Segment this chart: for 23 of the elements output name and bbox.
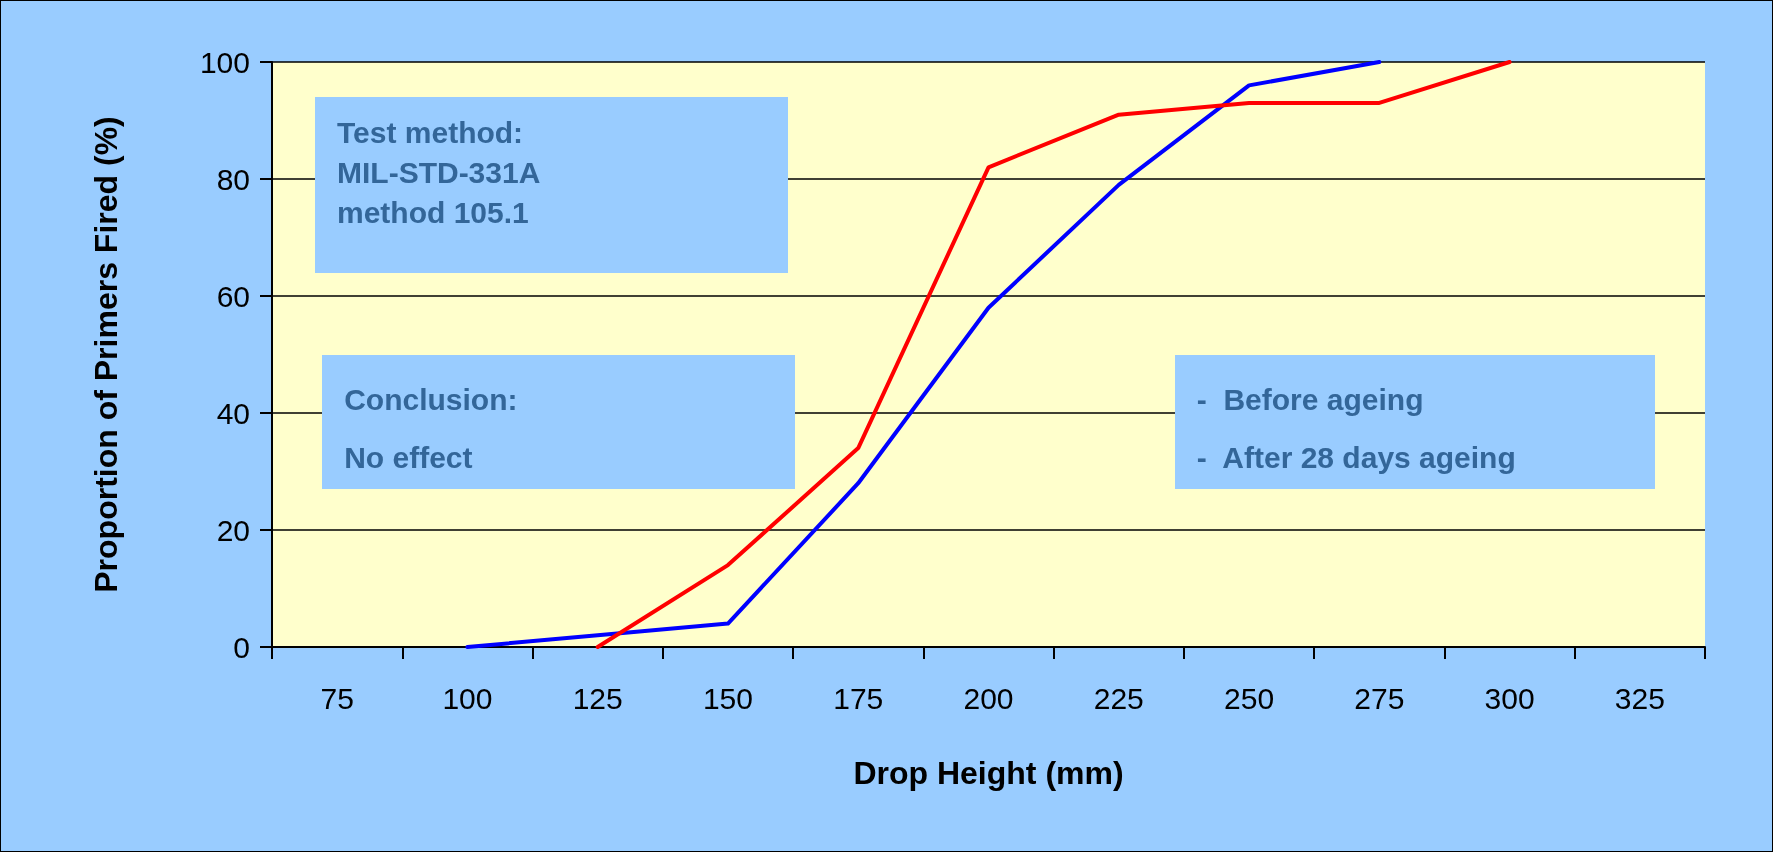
- x-tick-label: 125: [572, 681, 623, 715]
- y-axis-title: Proportion of Primers Fired (%): [88, 116, 124, 593]
- x-tick-label: 325: [1614, 681, 1665, 715]
- y-tick-label: 40: [216, 396, 250, 430]
- y-tick-label: 0: [233, 630, 250, 664]
- x-tick-label: 150: [702, 681, 753, 715]
- x-tick-label: 275: [1354, 681, 1405, 715]
- x-tick-label: 175: [833, 681, 884, 715]
- line-series: [595, 60, 1512, 649]
- y-tick-label: 80: [216, 162, 250, 196]
- x-tick-label: 200: [963, 681, 1014, 715]
- x-tick-label: 250: [1224, 681, 1275, 715]
- x-tick-label: 300: [1484, 681, 1535, 715]
- x-tick-label: 75: [320, 681, 354, 715]
- note-box: - Before ageing - After 28 days ageing: [1174, 354, 1655, 490]
- x-tick-label: 100: [442, 681, 493, 715]
- y-tick-label: 20: [216, 513, 250, 547]
- y-tick-label: 100: [199, 45, 250, 79]
- y-tick-label: 60: [216, 279, 250, 313]
- note-box: Conclusion: No effect: [322, 354, 795, 490]
- x-axis-title: Drop Height (mm): [853, 755, 1124, 791]
- x-tick-label: 225: [1093, 681, 1144, 715]
- note-box: Test method: MIL-STD-331A method 105.1: [315, 97, 788, 273]
